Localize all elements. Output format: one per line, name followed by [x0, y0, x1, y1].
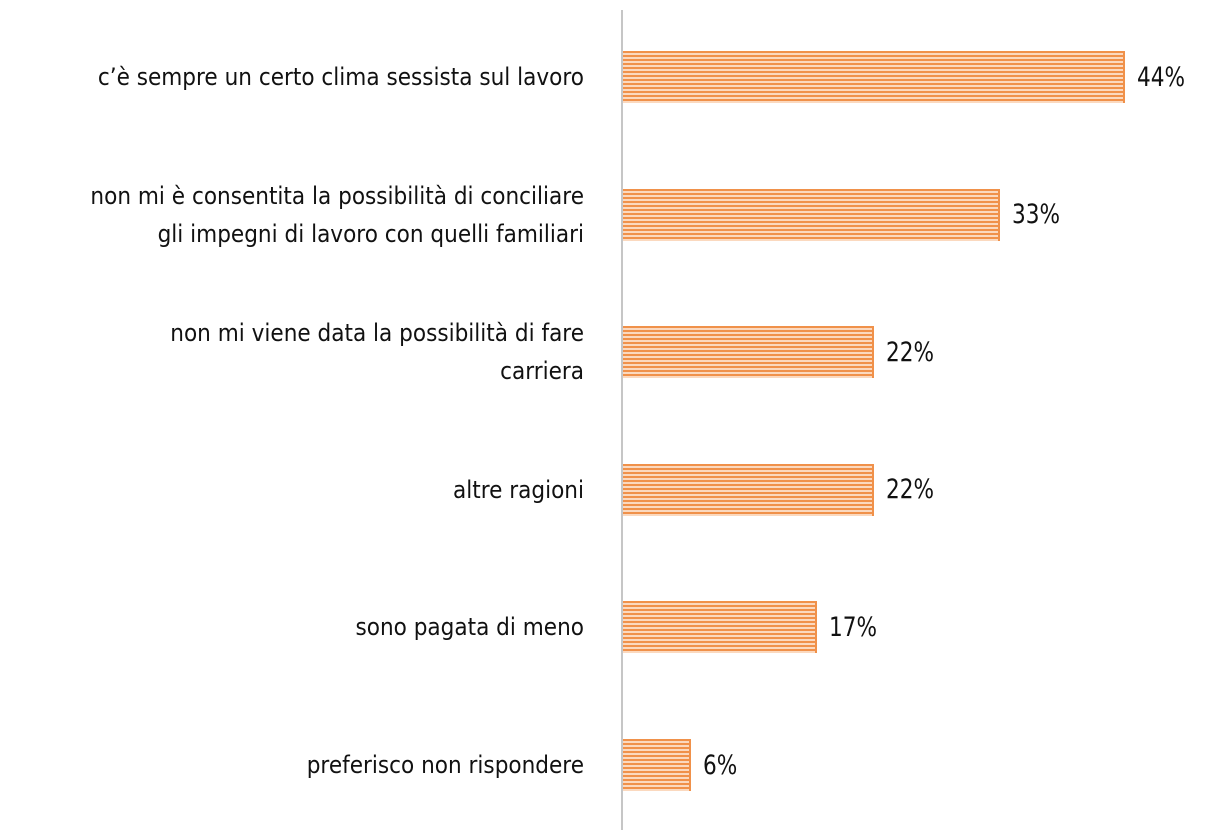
value-label: 17% — [828, 611, 877, 643]
value-label: 44% — [1137, 61, 1186, 93]
category-label: preferisco non rispondere — [306, 751, 584, 779]
value-label: 6% — [703, 749, 738, 781]
category-label: non mi viene data la possibilità di fare… — [170, 319, 584, 386]
category-label: sono pagata di meno — [355, 613, 584, 642]
bar — [623, 463, 874, 516]
bar — [623, 51, 1125, 103]
value-label: 22% — [886, 336, 935, 368]
category-label: c’è sempre un certo clima sessista sul l… — [97, 63, 585, 91]
value-label: 22% — [886, 474, 935, 506]
value-label: 33% — [1011, 199, 1060, 231]
bar — [623, 188, 1000, 241]
category-axis — [621, 10, 623, 830]
bar — [623, 601, 817, 654]
bar — [623, 739, 692, 791]
bar — [623, 326, 874, 379]
category-label: non mi è consentita la possibilità di co… — [90, 181, 584, 248]
category-label: altre ragioni — [452, 475, 584, 504]
